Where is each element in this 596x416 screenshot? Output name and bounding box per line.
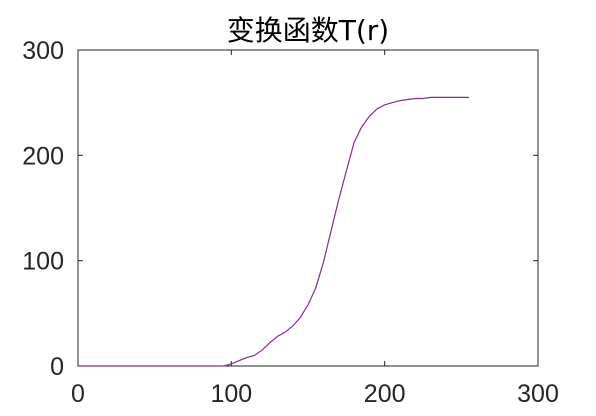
chart-title: 变换函数T(r): [227, 14, 389, 47]
plot-frame: [77, 49, 539, 367]
x-tick-label: 0: [71, 380, 85, 408]
series-line: [78, 96, 469, 367]
x-tick-label: 200: [364, 380, 406, 408]
y-tick-label: 100: [22, 248, 64, 276]
x-tick-labels: 0 100 200 300: [71, 380, 559, 408]
x-tick-label: 100: [210, 380, 252, 408]
x-tick-label: 300: [517, 380, 559, 408]
y-tick-label: 200: [22, 142, 64, 170]
y-tick-labels: 0 100 200 300: [22, 37, 64, 381]
y-tick-label: 0: [50, 353, 64, 381]
y-tick-label: 300: [22, 37, 64, 65]
